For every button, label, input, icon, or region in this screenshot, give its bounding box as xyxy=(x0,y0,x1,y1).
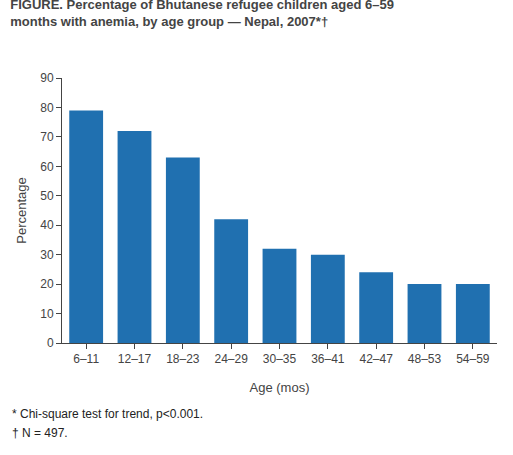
svg-text:Age (mos): Age (mos) xyxy=(250,380,310,395)
svg-text:36–41: 36–41 xyxy=(311,352,345,366)
svg-text:10: 10 xyxy=(40,307,54,321)
svg-text:FIGURE. Percentage of Bhutanes: FIGURE. Percentage of Bhutanese refugee … xyxy=(10,0,394,29)
svg-text:20: 20 xyxy=(40,277,54,291)
svg-text:48–53: 48–53 xyxy=(408,352,442,366)
svg-text:0: 0 xyxy=(47,336,54,350)
svg-text:30–35: 30–35 xyxy=(263,352,297,366)
svg-text:40: 40 xyxy=(40,218,54,232)
svg-text:Percentage: Percentage xyxy=(14,177,29,244)
svg-text:30: 30 xyxy=(40,248,54,262)
svg-text:† N = 497.: † N = 497. xyxy=(12,426,68,440)
svg-text:42–47: 42–47 xyxy=(359,352,393,366)
svg-text:70: 70 xyxy=(40,130,54,144)
svg-text:50: 50 xyxy=(40,189,54,203)
svg-text:54–59: 54–59 xyxy=(456,352,490,366)
svg-text:6–11: 6–11 xyxy=(73,352,99,366)
svg-text:* Chi-square test for trend, p: * Chi-square test for trend, p<0.001. xyxy=(12,407,203,421)
svg-text:80: 80 xyxy=(40,101,54,115)
svg-text:60: 60 xyxy=(40,160,54,174)
svg-text:90: 90 xyxy=(40,71,54,85)
svg-text:24–29: 24–29 xyxy=(214,352,248,366)
svg-text:12–17: 12–17 xyxy=(118,352,152,366)
svg-text:18–23: 18–23 xyxy=(166,352,200,366)
